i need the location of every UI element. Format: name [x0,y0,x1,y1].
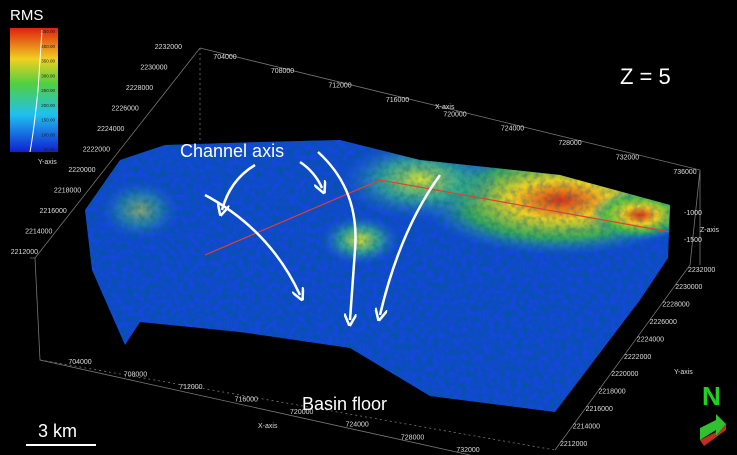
x-top-tick-label: 716000 [386,97,409,104]
histogram [29,29,43,153]
y-right-tick-label: 2218000 [598,389,625,396]
x-bottom-tick-label: 720000 [290,409,313,416]
y-top-tick-label: 2214000 [25,228,52,235]
z-label: Z = 5 [620,64,671,89]
z-axis-label: Z-axis [700,227,720,234]
y-top-tick-label: 2218000 [54,187,81,194]
x-top-axis-label: X-axis [435,104,455,111]
y-right-tick-label: 2224000 [637,336,664,343]
y-right-tick-label: 2222000 [624,354,651,361]
legend-tick-label: 300.00 [41,73,55,78]
y-top-tick-label: 2212000 [11,249,38,256]
y-right-tick-label: 2216000 [586,406,613,413]
y-right-tick-label: 2232000 [688,267,715,274]
legend-tick-label: 450.00 [41,29,55,34]
basin-label: Basin floor [302,394,387,414]
north-label: N [702,381,721,411]
x-top-tick-label: 724000 [501,126,524,133]
y-top-tick-label: 2232000 [155,44,182,51]
x-bottom-tick-label: 708000 [124,371,147,378]
x-top-tick-label: 728000 [558,140,581,147]
x-bottom-tick-label: 712000 [179,384,202,391]
y-top-tick-label: 2220000 [68,167,95,174]
x-top-tick-label: 732000 [616,154,639,161]
legend-tick-label: 50.00 [44,147,56,152]
legend-tick-label: 150.00 [41,118,55,123]
y-top-tick-label: 2226000 [112,105,139,112]
x-top-tick-label: 708000 [271,68,294,75]
scale-label: 3 km [38,421,77,441]
y-top-tick-label: 2216000 [40,208,67,215]
y-top-tick-label: 2224000 [97,126,124,133]
y-top-tick-label: 2228000 [126,85,153,92]
z-tick-label: -1000 [684,210,702,217]
x-top-tick-label: 712000 [328,83,351,90]
x-bottom-tick-label: 732000 [456,447,479,454]
legend-tick-label: 250.00 [41,88,55,93]
y-right-tick-label: 2228000 [662,302,689,309]
y-right-tick-label: 2212000 [560,441,587,448]
legend-tick-label: 100.00 [41,132,55,137]
bounding-box [30,47,701,455]
y-right-tick-label: 2214000 [573,423,600,430]
north-arrow [700,414,726,446]
legend-tick-label: 200.00 [41,103,55,108]
x-top-tick-label: 736000 [673,169,696,176]
x-bottom-tick-label: 724000 [345,422,368,429]
y-top-tick-label: 2230000 [140,64,167,71]
y-top-tick-label: 2222000 [83,146,110,153]
x-bottom-tick-label: 704000 [68,359,91,366]
x-top-tick-label: 704000 [213,54,236,61]
x-top-tick-label: 720000 [443,111,466,118]
legend-title: RMS [10,7,43,24]
legend-axis-label: Y-axis [38,159,57,166]
y-right-axis-label: Y-axis [674,369,693,376]
x-bottom-tick-label: 716000 [235,397,258,404]
x-bottom-axis-label: X-axis [258,423,278,430]
z-tick-label: -1500 [684,237,702,244]
x-bottom-tick-label: 728000 [401,434,424,441]
y-right-tick-label: 2220000 [611,371,638,378]
legend-tick-label: 350.00 [41,59,55,64]
y-right-tick-label: 2230000 [675,284,702,291]
color-bar [10,28,58,152]
y-right-tick-label: 2226000 [650,319,677,326]
channel-arrows [204,151,442,320]
legend-tick-label: 400.00 [41,44,55,49]
channel-label: Channel axis [180,141,284,161]
